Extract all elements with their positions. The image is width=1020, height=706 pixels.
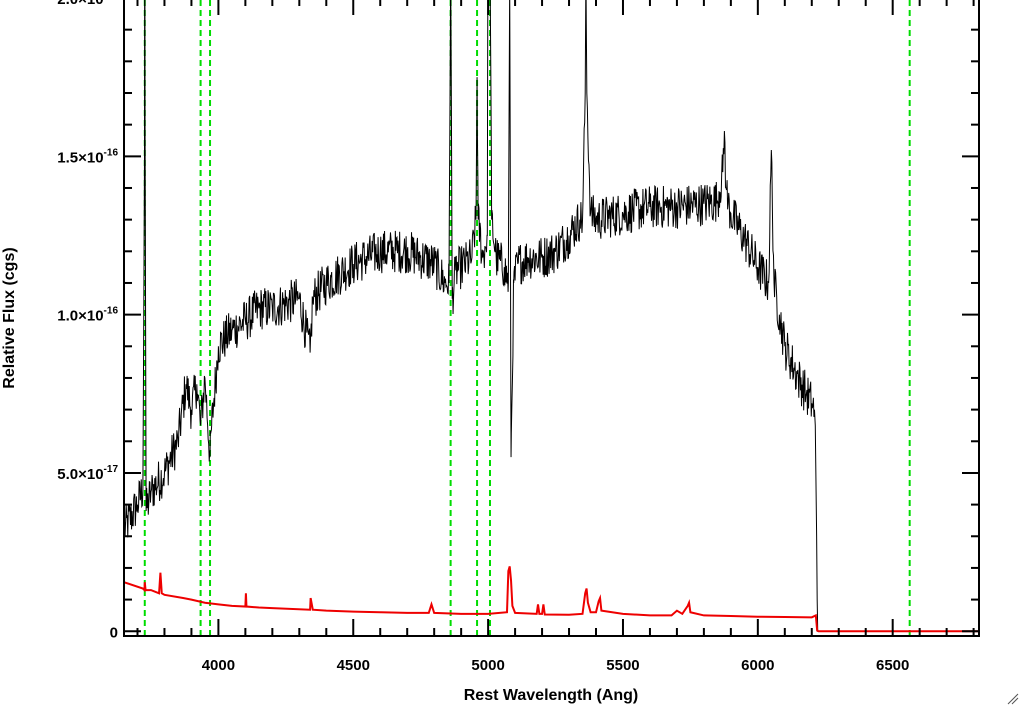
x-tick-label: 6500 xyxy=(876,657,909,674)
y-tick-labels: 0 5.0×10-17 1.0×10-16 1.5×10-16 2.0×10-16 xyxy=(57,0,118,641)
axis-ticks xyxy=(124,0,979,636)
x-axis-label: Rest Wavelength (Ang) xyxy=(464,687,639,704)
x-tick-label: 5000 xyxy=(471,657,504,674)
x-tick-labels: 4000 4500 5000 5500 6000 6500 xyxy=(202,657,910,674)
y-tick-label: 1.5×10-16 xyxy=(57,147,118,166)
y-tick-label: 1.0×10-16 xyxy=(57,306,118,325)
x-tick-label: 4000 xyxy=(202,657,235,674)
resize-grip-icon[interactable] xyxy=(1007,693,1019,705)
series-line-flux xyxy=(124,0,979,632)
y-tick-label: 2.0×10-16 xyxy=(57,0,118,8)
plot-frame xyxy=(123,0,980,637)
series-line-error xyxy=(124,566,979,633)
series-layer xyxy=(124,0,979,633)
reference-lines xyxy=(143,0,911,636)
x-tick-label: 6000 xyxy=(741,657,774,674)
y-axis-label: Relative Flux (cgs) xyxy=(1,247,18,388)
y-tick-label: 5.0×10-17 xyxy=(57,464,118,483)
x-tick-label: 4500 xyxy=(337,657,370,674)
x-tick-label: 5500 xyxy=(606,657,639,674)
y-tick-label: 0 xyxy=(110,624,118,641)
